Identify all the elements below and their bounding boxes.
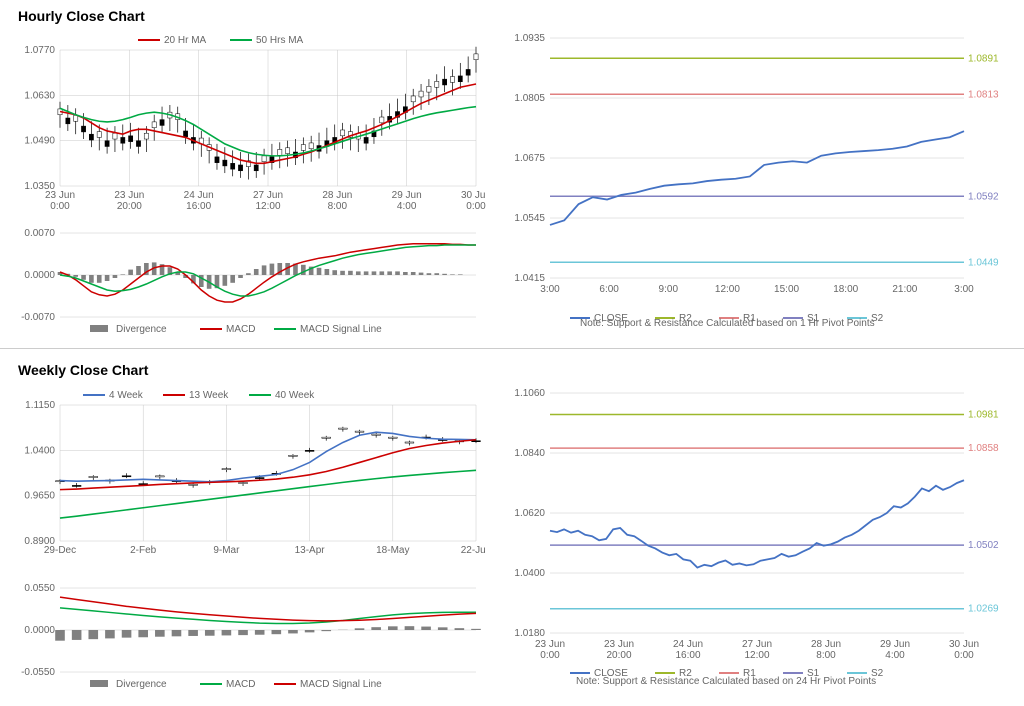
weekly-pivot-note: Note: Support & Resistance Calculated ba… [576,676,876,687]
hourly-macd-chart: -0.0070 0.0000 0.0070 Divergence MACD MACD Si… [10,225,486,337]
weekly-macd-chart: -0.0550 0.0000 0.0550 Divergence MACD MACD Si… [10,580,486,692]
svg-text:30 Jun: 30 Jun [949,639,979,650]
svg-text:8:00: 8:00 [328,201,348,212]
svg-text:24 Jun: 24 Jun [184,190,214,201]
svg-text:9:00: 9:00 [659,284,679,295]
svg-text:1.0935: 1.0935 [514,33,545,44]
svg-text:18:00: 18:00 [833,284,858,295]
svg-text:29 Jun: 29 Jun [880,639,910,650]
svg-text:1.0813: 1.0813 [968,89,999,100]
svg-text:13-Apr: 13-Apr [295,545,326,556]
svg-text:1.0620: 1.0620 [514,508,545,519]
hourly-pivot-note: Note: Support & Resistance Calculated ba… [580,318,875,329]
weekly-pivot-chart: 1.01801.04001.06201.08401.106023 Jun0:00… [500,385,1010,683]
svg-text:1.0592: 1.0592 [968,191,999,202]
svg-text:22-Jun: 22-Jun [461,545,486,556]
svg-text:12:00: 12:00 [744,650,769,661]
svg-text:21:00: 21:00 [892,284,917,295]
svg-text:29 Jun: 29 Jun [392,190,422,201]
svg-text:1.0858: 1.0858 [968,443,999,454]
svg-text:28 Jun: 28 Jun [322,190,352,201]
svg-text:23 Jun: 23 Jun [114,190,144,201]
svg-text:4:00: 4:00 [397,201,417,212]
svg-text:MACD Signal Line: MACD Signal Line [300,679,382,690]
svg-text:1.0891: 1.0891 [968,53,999,64]
svg-text:1.0400: 1.0400 [514,568,545,579]
svg-text:MACD: MACD [226,679,255,690]
svg-text:28 Jun: 28 Jun [811,639,841,650]
hourly-title: Hourly Close Chart [18,8,145,24]
svg-text:27 Jun: 27 Jun [253,190,283,201]
svg-text:9-Mar: 9-Mar [213,545,240,556]
svg-text:23 Jun: 23 Jun [604,639,634,650]
svg-text:6:00: 6:00 [599,284,619,295]
svg-text:1.0415: 1.0415 [514,273,545,284]
svg-text:12:00: 12:00 [715,284,740,295]
svg-text:24 Jun: 24 Jun [673,639,703,650]
weekly-price-chart: 0.89000.96501.04001.115029-Dec2-Feb9-Mar… [10,385,486,575]
svg-text:23 Jun: 23 Jun [45,190,75,201]
svg-text:0.0000: 0.0000 [24,625,55,636]
svg-text:20 Hr MA: 20 Hr MA [164,35,207,46]
svg-text:20:00: 20:00 [117,201,142,212]
svg-text:1.0840: 1.0840 [514,448,545,459]
svg-text:12:00: 12:00 [255,201,280,212]
svg-text:8:00: 8:00 [816,650,836,661]
svg-text:0.9650: 0.9650 [24,491,55,502]
svg-text:1.0269: 1.0269 [968,604,999,615]
svg-text:0:00: 0:00 [50,201,70,212]
hourly-price-chart: 1.03501.04901.06301.077023 Jun0:0023 Jun… [10,30,486,220]
svg-text:15:00: 15:00 [774,284,799,295]
svg-text:16:00: 16:00 [675,650,700,661]
svg-text:0.0070: 0.0070 [24,228,55,239]
svg-text:1.0675: 1.0675 [514,153,545,164]
svg-text:16:00: 16:00 [186,201,211,212]
svg-text:4 Week: 4 Week [109,390,144,401]
svg-text:4:00: 4:00 [885,650,905,661]
svg-text:40 Week: 40 Week [275,390,315,401]
svg-text:MACD: MACD [226,324,255,335]
svg-text:1.0545: 1.0545 [514,213,545,224]
svg-text:MACD Signal Line: MACD Signal Line [300,324,382,335]
svg-text:50 Hrs MA: 50 Hrs MA [256,35,304,46]
svg-text:Divergence: Divergence [116,324,167,335]
svg-text:1.1150: 1.1150 [25,400,55,411]
svg-text:18-May: 18-May [376,545,409,556]
svg-text:30 Jun: 30 Jun [461,190,486,201]
svg-text:27 Jun: 27 Jun [742,639,772,650]
svg-text:1.0180: 1.0180 [514,628,545,639]
svg-text:0:00: 0:00 [954,650,974,661]
svg-text:1.0981: 1.0981 [968,410,999,421]
svg-text:1.0502: 1.0502 [968,540,999,551]
svg-text:0:00: 0:00 [540,650,560,661]
svg-text:-0.0550: -0.0550 [21,667,55,678]
svg-text:1.0490: 1.0490 [24,136,55,147]
svg-text:13 Week: 13 Week [189,390,229,401]
svg-text:1.0805: 1.0805 [514,93,545,104]
svg-text:23 Jun: 23 Jun [535,639,565,650]
hourly-pivot-chart: 1.0415 1.0545 1.0675 1.0805 1.0935 3:00 6:00 9:… [500,30,1010,328]
svg-text:0:00: 0:00 [466,201,486,212]
svg-text:3:00: 3:00 [540,284,560,295]
svg-text:Divergence: Divergence [116,679,167,690]
svg-text:20:00: 20:00 [606,650,631,661]
svg-text:0.0000: 0.0000 [24,270,55,281]
svg-text:1.0449: 1.0449 [968,257,999,268]
svg-text:0.0550: 0.0550 [24,583,55,594]
svg-text:1.0770: 1.0770 [24,45,55,56]
svg-text:2-Feb: 2-Feb [130,545,157,556]
svg-text:-0.0070: -0.0070 [21,312,55,323]
svg-text:1.1060: 1.1060 [514,388,545,399]
svg-text:1.0400: 1.0400 [24,445,55,456]
svg-text:29-Dec: 29-Dec [44,545,76,556]
weekly-title: Weekly Close Chart [18,362,148,378]
svg-text:1.0630: 1.0630 [24,90,55,101]
svg-text:3:00: 3:00 [954,284,974,295]
